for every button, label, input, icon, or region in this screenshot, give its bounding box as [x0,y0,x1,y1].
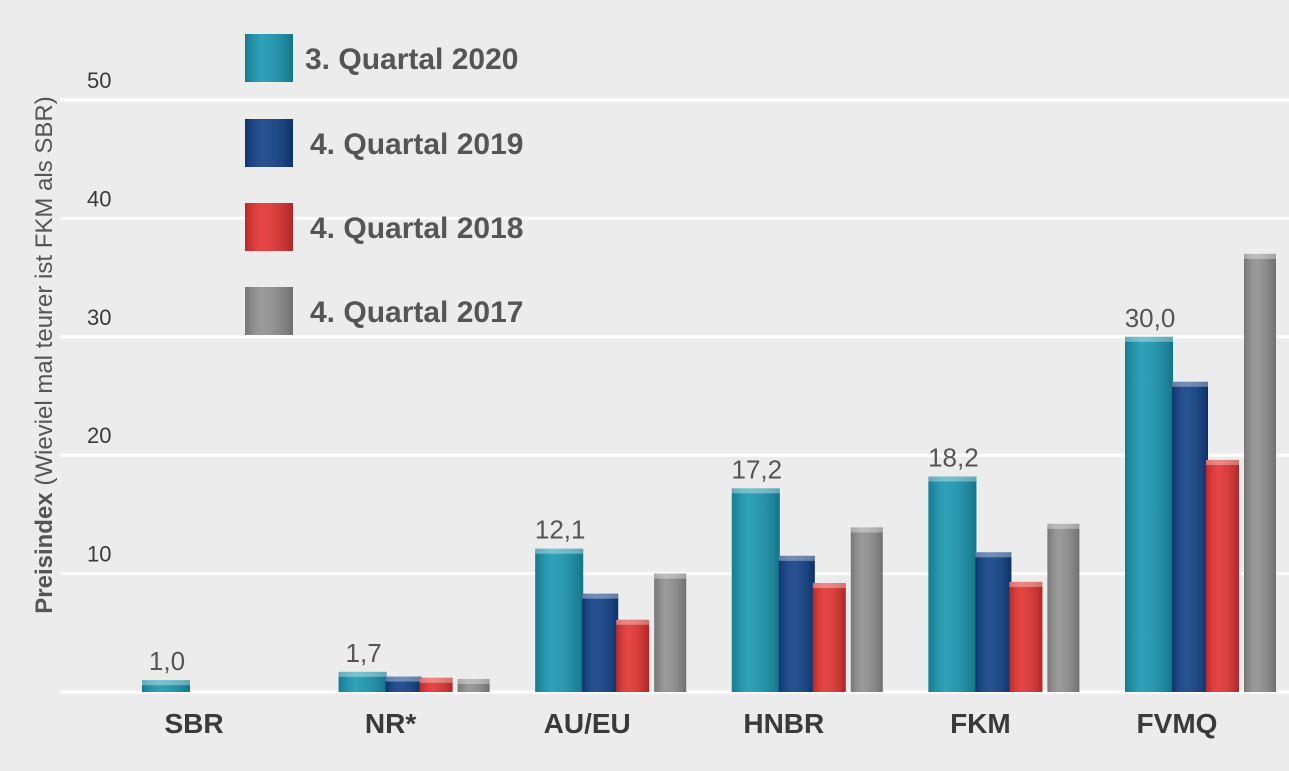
bar-shade [419,677,453,692]
y-axis-title-bold: Preisindex [31,492,58,614]
bar-shade [850,527,883,692]
bar-shade [1125,336,1173,692]
y-tick-label: 20 [87,423,111,448]
legend: 3. Quartal 2020 4. Quartal 2019 4. Quartal… [245,34,523,335]
y-tick-label: 10 [87,542,111,567]
bar-highlight [1244,253,1276,259]
data-label: 30,0 [1125,303,1176,333]
bar-highlight [1172,381,1208,387]
legend-swatch-shade [245,287,293,335]
legend-swatch-shade [245,203,293,251]
y-tick-label: 50 [87,68,111,93]
bar-shade [1172,381,1208,692]
x-category-label: AU/EU [544,708,631,739]
legend-swatch-shade [245,34,293,82]
legend-label: 4. Quartal 2019 [310,128,523,161]
x-category-label: NR* [365,708,416,739]
bar-highlight [535,548,584,554]
bar-shade [616,619,650,692]
data-label: 1,0 [149,646,185,676]
bar-shade [142,680,190,692]
bar-shade [928,476,977,692]
bar-highlight [850,527,883,533]
bar-highlight [1047,523,1080,529]
bar-shade [812,583,846,692]
data-labels: 1,0 1,7 12,1 17,2 18,2 30,0 [149,303,1175,676]
bar-highlight [928,476,977,482]
y-axis-title: Preisindex (Wieviel mal teurer ist FKM a… [31,96,58,613]
bar-highlight [419,677,453,683]
bar-highlight [1206,459,1239,465]
bar-shade [457,678,490,692]
bar-highlight [385,676,422,682]
bar-shade [1244,253,1276,693]
y-tick-labels: 10 20 30 40 50 [87,68,111,567]
data-label: 1,7 [346,638,382,668]
bar-shade [1206,459,1239,692]
legend-label: 4. Quartal 2018 [310,212,523,245]
data-label: 18,2 [928,443,979,473]
bar-shade [385,676,422,692]
legend-label: 4. Quartal 2017 [310,296,523,329]
bar-highlight [1125,336,1173,342]
y-tick-label: 40 [87,186,111,211]
legend-label: 3. Quartal 2020 [305,43,518,76]
x-category-label: HNBR [743,708,824,739]
bars [142,253,1276,693]
bar-shade [1047,523,1080,692]
data-label: 12,1 [535,515,586,545]
bar-highlight [457,678,490,684]
bar-shade [338,671,387,692]
bar-highlight [778,555,815,561]
bar-highlight [616,619,650,625]
data-label: 17,2 [731,454,782,484]
bar-highlight [654,573,687,579]
legend-swatch-shade [245,119,293,167]
bar-highlight [812,583,846,589]
bar-shade [535,548,584,692]
bar-shade [654,573,687,692]
y-tick-label: 30 [87,305,111,330]
bar-shade [1009,581,1043,692]
bar-highlight [582,593,619,599]
bar-shade [582,593,619,692]
bar-highlight [1009,581,1043,587]
bar-highlight [975,552,1012,558]
bar-highlight [338,671,387,677]
bar-shade [731,488,780,692]
bar-shade [975,552,1012,692]
y-axis-title-rest: (Wieviel mal teurer ist FKM als SBR) [31,96,58,492]
bar-highlight [142,680,190,686]
x-category-label: FVMQ [1137,708,1218,739]
x-category-labels: SBR NR* AU/EU HNBR FKM FVMQ [164,708,1217,739]
x-category-label: FKM [950,708,1011,739]
x-category-label: SBR [164,708,223,739]
bar-highlight [731,488,780,494]
bar-shade [778,555,815,692]
